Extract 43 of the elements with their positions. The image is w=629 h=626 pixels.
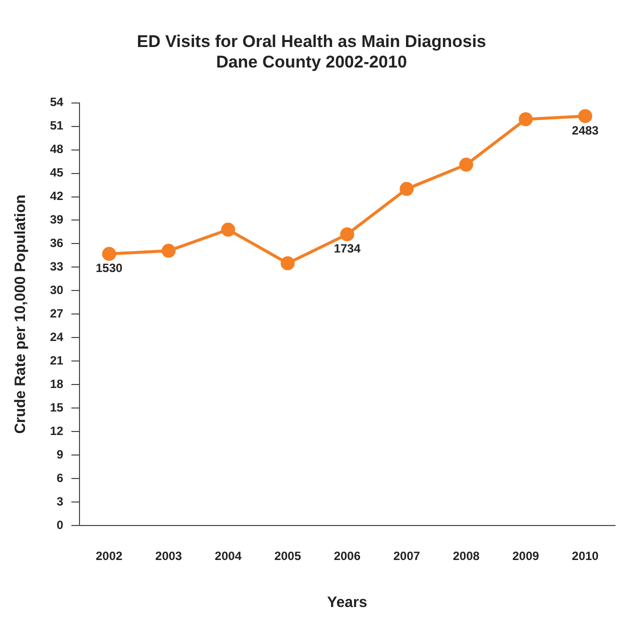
- point: [162, 244, 176, 258]
- point: [459, 158, 474, 172]
- y-tick-label: 33: [50, 260, 64, 274]
- y-tick-label: 39: [50, 212, 64, 227]
- point: [340, 227, 354, 242]
- y-tick-label: 30: [50, 283, 64, 298]
- annotation: 1530: [96, 261, 123, 276]
- y-tick-label: 9: [56, 447, 64, 462]
- y-tick-label: 18: [50, 376, 64, 391]
- annotation: 2483: [572, 123, 599, 138]
- annotation: 1734: [334, 242, 361, 256]
- point: [280, 256, 295, 270]
- y-tick-label: 3: [56, 494, 64, 508]
- x-tick-label: 2008: [452, 549, 480, 564]
- x-tick-label: 2003: [155, 549, 182, 564]
- x-tick-label: 2006: [334, 549, 361, 564]
- y-tick-label: 36: [50, 236, 64, 250]
- x-axis-title: Years: [327, 594, 368, 612]
- y-tick-label: 48: [50, 142, 64, 156]
- y-tick-label: 42: [50, 189, 64, 204]
- y-tick-label: 21: [50, 353, 64, 368]
- point: [400, 182, 414, 196]
- y-tick-label: 27: [50, 306, 64, 321]
- point: [518, 112, 533, 126]
- point: [102, 246, 116, 261]
- x-tick-label: 2010: [572, 549, 599, 564]
- x-tick-label: 2005: [274, 549, 302, 564]
- point: [578, 109, 592, 124]
- x-tick-label: 2002: [96, 549, 123, 564]
- y-tick-label: 0: [56, 518, 64, 532]
- x-tick-label: 2009: [512, 549, 540, 564]
- y-tick-label: 12: [50, 424, 64, 438]
- chart-title: ED Visits for Oral Health as Main Diagnosis Dane County 2002-2010: [136, 32, 486, 72]
- x-tick-label: 2004: [214, 549, 242, 564]
- x-tick-label: 2007: [393, 549, 420, 564]
- point: [221, 222, 236, 237]
- y-tick-label: 51: [50, 118, 64, 133]
- y-tick-label: 54: [50, 95, 64, 110]
- y-tick-label: 15: [50, 400, 64, 414]
- y-tick-label: 24: [50, 330, 64, 344]
- y-axis-title: Crude Rate per 10,000 Population: [12, 194, 30, 434]
- y-tick-label: 45: [50, 166, 64, 180]
- y-tick-label: 6: [56, 470, 64, 485]
